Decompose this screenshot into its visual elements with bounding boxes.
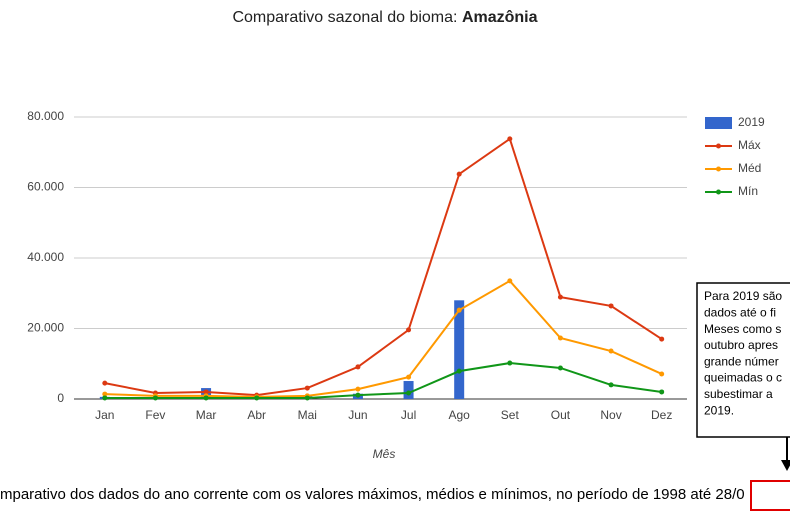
legend-label: Mín [738, 184, 758, 198]
point [406, 390, 412, 396]
note-line: dados até o fi [704, 305, 776, 319]
bar [454, 300, 465, 399]
point [608, 303, 614, 309]
legend-dot [716, 143, 721, 149]
note-line: Para 2019 são [704, 289, 782, 303]
point [406, 327, 412, 333]
highlight-box [750, 480, 790, 511]
point [659, 389, 665, 395]
point [102, 395, 108, 401]
x-tick-label: Jul [401, 408, 416, 422]
x-tick-label: Nov [600, 408, 621, 422]
x-tick-label: Jun [348, 408, 367, 422]
point [557, 365, 563, 371]
legend-label: 2019 [738, 115, 765, 129]
point [304, 395, 310, 401]
y-tick-label: 0 [57, 391, 64, 405]
note-line: 2019. [704, 403, 734, 417]
x-tick-label: Mai [298, 408, 317, 422]
caption-highlight: 28/0 [715, 486, 744, 503]
y-tick-label: 20.000 [27, 321, 64, 335]
point [608, 382, 614, 388]
x-tick-label: Set [501, 408, 520, 422]
y-tick-label: 80.000 [27, 109, 64, 123]
x-axis-label: Mês [373, 447, 396, 461]
point [507, 136, 513, 142]
point [254, 395, 260, 401]
note-line: grande númer [704, 354, 779, 368]
point [507, 360, 513, 366]
caption: mparativo dos dados do ano corrente com … [0, 486, 745, 503]
line [104, 279, 663, 398]
arrow-head [781, 460, 790, 471]
point [355, 364, 361, 370]
point [608, 348, 614, 354]
point [456, 368, 462, 374]
x-tick-label: Abr [247, 408, 266, 422]
point [355, 392, 361, 398]
title-emphasis: Amazônia [462, 9, 538, 26]
point [507, 278, 513, 284]
x-tick-label: Ago [449, 408, 471, 422]
point [304, 385, 310, 391]
y-tick-label: 60.000 [27, 180, 64, 194]
point [102, 391, 108, 397]
point [456, 171, 462, 177]
legend-label: Méd [738, 161, 761, 175]
legend-swatch [705, 117, 732, 129]
note-line: outubro apres [704, 338, 778, 352]
x-tick-label: Mar [196, 408, 217, 422]
note-line: Meses como s [704, 322, 781, 336]
caption-text: mparativo dos dados do ano corrente com … [0, 486, 711, 503]
x-tick-label: Out [551, 408, 571, 422]
bar [403, 381, 414, 399]
point [456, 307, 462, 313]
point [406, 374, 412, 380]
note-line: queimadas o c [704, 371, 782, 385]
legend-dot [716, 189, 721, 195]
line [104, 137, 663, 397]
legend-label: Máx [738, 138, 761, 152]
point [355, 386, 361, 392]
x-tick-label: Fev [145, 408, 165, 422]
point [152, 395, 158, 401]
point [203, 389, 209, 395]
x-tick-label: Jan [95, 408, 114, 422]
point [557, 294, 563, 300]
legend-dot [716, 166, 721, 172]
y-tick-label: 40.000 [27, 250, 64, 264]
note-box [696, 282, 790, 438]
point [557, 335, 563, 341]
point [659, 371, 665, 377]
chart-title: Comparativo sazonal do bioma: Amazônia [232, 9, 537, 26]
note-line: subestimar a [704, 387, 773, 401]
title-text: Comparativo sazonal do bioma: [232, 9, 457, 26]
point [102, 380, 108, 386]
x-tick-label: Dez [651, 408, 672, 422]
point [203, 395, 209, 401]
line [104, 362, 662, 399]
point [659, 336, 665, 342]
